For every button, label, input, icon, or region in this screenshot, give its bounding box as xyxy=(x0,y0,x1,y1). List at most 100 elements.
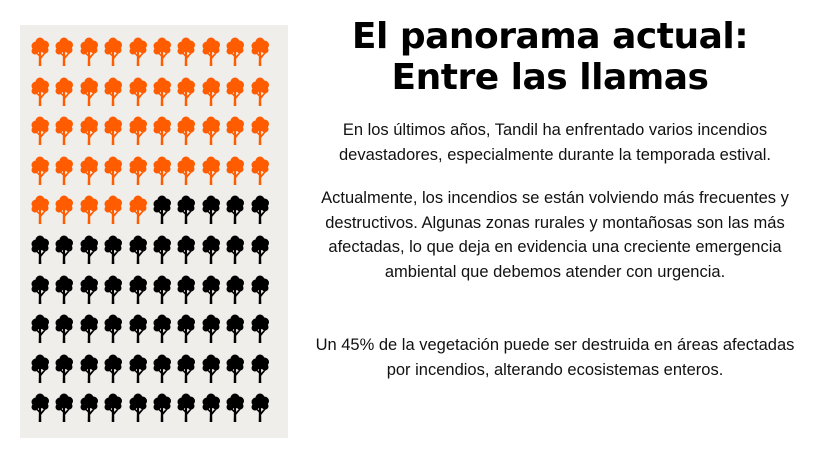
tree-icon xyxy=(103,314,127,354)
tree-icon-burned xyxy=(201,77,225,117)
tree-icon xyxy=(79,235,103,275)
tree-icon xyxy=(250,275,274,315)
tree-icon-burned xyxy=(54,37,78,77)
tree-icon-burned xyxy=(225,37,249,77)
tree-icon-burned xyxy=(250,156,274,196)
tree-icon xyxy=(30,235,54,275)
tree-icon-burned xyxy=(201,156,225,196)
tree-icon-burned xyxy=(176,156,200,196)
tree-icon xyxy=(152,314,176,354)
tree-icon xyxy=(30,354,54,394)
tree-icon-burned xyxy=(54,77,78,117)
tree-pictogram-grid xyxy=(30,37,274,433)
tree-icon-burned xyxy=(152,37,176,77)
tree-icon xyxy=(250,393,274,433)
tree-icon xyxy=(225,195,249,235)
tree-icon xyxy=(250,314,274,354)
tree-icon-burned xyxy=(201,37,225,77)
tree-icon-burned xyxy=(128,195,152,235)
tree-icon xyxy=(128,275,152,315)
tree-icon xyxy=(103,235,127,275)
tree-icon-burned xyxy=(128,37,152,77)
tree-icon xyxy=(30,275,54,315)
tree-icon xyxy=(201,354,225,394)
tree-icon xyxy=(225,354,249,394)
tree-icon xyxy=(176,235,200,275)
tree-icon xyxy=(250,195,274,235)
title-line-1: El panorama actual: xyxy=(351,16,749,57)
tree-icon-burned xyxy=(54,195,78,235)
tree-pictogram-panel xyxy=(20,25,288,438)
tree-icon-burned xyxy=(176,116,200,156)
tree-icon-burned xyxy=(128,156,152,196)
title-line-2: Entre las llamas xyxy=(391,57,709,98)
tree-icon xyxy=(79,275,103,315)
tree-icon xyxy=(152,275,176,315)
tree-icon-burned xyxy=(79,195,103,235)
tree-icon xyxy=(176,393,200,433)
tree-icon xyxy=(128,393,152,433)
tree-icon-burned xyxy=(103,156,127,196)
tree-icon-burned xyxy=(201,116,225,156)
tree-icon xyxy=(79,314,103,354)
tree-icon-burned xyxy=(79,116,103,156)
tree-icon xyxy=(54,354,78,394)
page-title: El panorama actual: Entre las llamas xyxy=(300,16,800,98)
tree-icon-burned xyxy=(103,77,127,117)
tree-icon xyxy=(201,195,225,235)
tree-icon-burned xyxy=(54,156,78,196)
tree-icon-burned xyxy=(54,116,78,156)
tree-icon-burned xyxy=(152,77,176,117)
tree-icon xyxy=(54,275,78,315)
tree-icon xyxy=(176,195,200,235)
tree-icon xyxy=(201,393,225,433)
tree-icon-burned xyxy=(128,116,152,156)
tree-icon xyxy=(54,235,78,275)
tree-icon-burned xyxy=(128,77,152,117)
tree-icon xyxy=(54,314,78,354)
tree-icon-burned xyxy=(152,116,176,156)
tree-icon xyxy=(176,314,200,354)
tree-icon xyxy=(225,393,249,433)
tree-icon-burned xyxy=(225,156,249,196)
tree-icon xyxy=(103,275,127,315)
tree-icon-burned xyxy=(250,37,274,77)
tree-icon-burned xyxy=(176,77,200,117)
tree-icon xyxy=(201,275,225,315)
tree-icon xyxy=(128,314,152,354)
tree-icon xyxy=(250,354,274,394)
intro-paragraph: En los últimos años, Tandil ha enfrentad… xyxy=(338,121,771,164)
tree-icon-burned xyxy=(176,37,200,77)
tree-icon xyxy=(79,354,103,394)
tree-icon xyxy=(103,393,127,433)
tree-icon-burned xyxy=(152,156,176,196)
tree-icon xyxy=(176,275,200,315)
tree-icon-burned xyxy=(225,77,249,117)
trend-paragraph: Actualmente, los incendios se están volv… xyxy=(321,189,789,281)
tree-icon-burned xyxy=(250,77,274,117)
tree-icon xyxy=(152,195,176,235)
tree-icon xyxy=(79,393,103,433)
tree-icon xyxy=(103,354,127,394)
tree-icon xyxy=(201,235,225,275)
tree-icon xyxy=(30,393,54,433)
tree-icon xyxy=(54,393,78,433)
tree-icon xyxy=(30,314,54,354)
tree-icon-burned xyxy=(103,116,127,156)
tree-icon-burned xyxy=(30,77,54,117)
tree-icon xyxy=(128,354,152,394)
tree-icon-burned xyxy=(79,156,103,196)
tree-icon-burned xyxy=(30,116,54,156)
tree-icon-burned xyxy=(30,37,54,77)
tree-icon xyxy=(176,354,200,394)
tree-icon-burned xyxy=(250,116,274,156)
tree-icon-burned xyxy=(79,37,103,77)
tree-icon-burned xyxy=(30,195,54,235)
tree-icon-burned xyxy=(225,116,249,156)
tree-icon xyxy=(201,314,225,354)
tree-icon xyxy=(250,235,274,275)
tree-icon-burned xyxy=(79,77,103,117)
tree-icon xyxy=(225,314,249,354)
tree-icon xyxy=(152,393,176,433)
tree-icon xyxy=(152,354,176,394)
